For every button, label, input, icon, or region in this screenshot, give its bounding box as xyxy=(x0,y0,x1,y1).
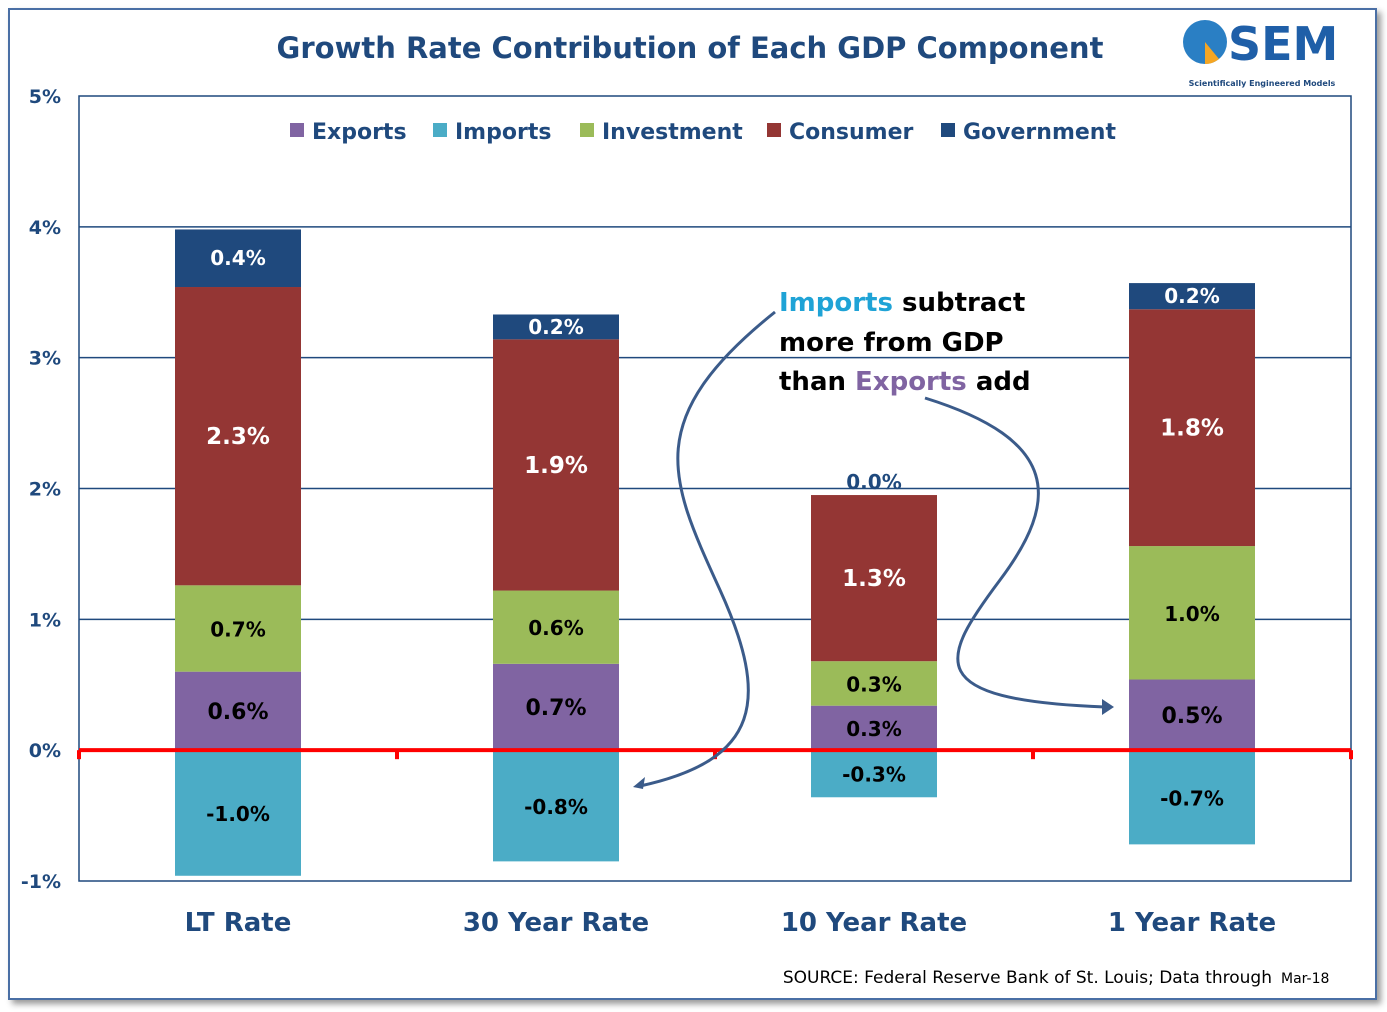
y-tick-label: 5% xyxy=(29,86,61,108)
y-tick-label: -1% xyxy=(21,871,61,893)
bar-exports xyxy=(1129,679,1255,751)
annotation-arrow-exports xyxy=(924,396,1106,709)
data-label: -0.8% xyxy=(524,795,588,819)
source-date: Mar-18 xyxy=(1281,971,1329,987)
data-label: 0.6% xyxy=(528,616,583,640)
logo-text: SEM xyxy=(1228,17,1338,71)
y-tick-label: 4% xyxy=(29,217,61,239)
annotation-text: add xyxy=(967,367,1031,397)
legend-swatch xyxy=(767,123,781,137)
bar-exports xyxy=(493,663,619,751)
y-tick-label: 0% xyxy=(29,740,61,762)
annotation-imports: Imports xyxy=(779,288,893,318)
legend-swatch xyxy=(290,123,304,137)
data-label: 2.3% xyxy=(206,424,270,450)
bar-government xyxy=(175,229,301,288)
bar-imports xyxy=(811,750,937,798)
legend-swatch xyxy=(941,123,955,137)
data-label: 0.3% xyxy=(846,672,901,696)
data-label: 0.5% xyxy=(1161,704,1222,729)
bar-exports xyxy=(175,671,301,751)
svg-text:Imports subtract: Imports subtract xyxy=(779,288,1025,318)
legend-label: Investment xyxy=(602,120,743,145)
bar-investment xyxy=(175,585,301,672)
data-label: -0.3% xyxy=(842,763,906,787)
legend-label: Exports xyxy=(312,120,407,145)
bar-consumer xyxy=(1129,309,1255,547)
data-label: -0.7% xyxy=(1160,786,1224,810)
data-label: 0.0% xyxy=(846,470,901,494)
x-tick-label: LT Rate xyxy=(185,908,292,938)
x-tick-label: 10 Year Rate xyxy=(781,908,967,938)
annotation: Imports subtract more from GDP than Expo… xyxy=(633,288,1114,789)
bar-consumer xyxy=(811,495,937,662)
legend-label: Consumer xyxy=(789,120,914,145)
bar-investment xyxy=(811,661,937,706)
x-tick-label: 1 Year Rate xyxy=(1108,908,1276,938)
data-label: 0.4% xyxy=(210,246,265,270)
annotation-arrow-imports xyxy=(639,310,776,788)
logo-tagline: Scientifically Engineered Models xyxy=(1189,79,1336,88)
bar-imports xyxy=(175,750,301,876)
bar-consumer xyxy=(175,287,301,586)
legend-label: Government xyxy=(963,120,1116,145)
bar-investment xyxy=(493,590,619,664)
legend-label: Imports xyxy=(455,120,551,145)
data-label: 0.6% xyxy=(207,700,268,725)
data-label: 1.9% xyxy=(524,453,588,479)
data-label: 0.3% xyxy=(846,717,901,741)
data-label: 1.3% xyxy=(842,566,906,592)
bar-investment xyxy=(1129,546,1255,680)
bar-exports xyxy=(811,705,937,751)
logo: SEM Scientifically Engineered Models xyxy=(1183,17,1338,88)
y-tick-label: 2% xyxy=(29,479,61,501)
legend-swatch xyxy=(580,123,594,137)
data-label: 0.7% xyxy=(210,617,265,641)
data-label: 0.2% xyxy=(528,315,583,339)
bar-government xyxy=(1129,283,1255,310)
y-tick-label: 3% xyxy=(29,348,61,370)
bar-government xyxy=(493,314,619,340)
annotation-text: than xyxy=(779,367,855,397)
source-text: SOURCE: Federal Reserve Bank of St. Loui… xyxy=(783,968,1272,988)
bar-imports xyxy=(1129,750,1255,845)
legend-swatch xyxy=(433,123,447,137)
bar-consumer xyxy=(493,339,619,591)
annotation-text: more from GDP xyxy=(779,328,1004,358)
bar-imports xyxy=(493,750,619,862)
annotation-text: subtract xyxy=(893,288,1025,318)
chart-title: Growth Rate Contribution of Each GDP Com… xyxy=(277,31,1104,65)
annotation-exports: Exports xyxy=(855,367,967,397)
x-tick-label: 30 Year Rate xyxy=(463,908,649,938)
data-label: -1.0% xyxy=(206,802,270,826)
data-label: 1.8% xyxy=(1160,416,1224,442)
svg-text:than Exports add: than Exports add xyxy=(779,367,1031,397)
data-label: 0.7% xyxy=(525,696,586,721)
data-label: 1.0% xyxy=(1164,602,1219,626)
data-label: 0.2% xyxy=(1164,284,1219,308)
y-tick-label: 1% xyxy=(29,609,61,631)
